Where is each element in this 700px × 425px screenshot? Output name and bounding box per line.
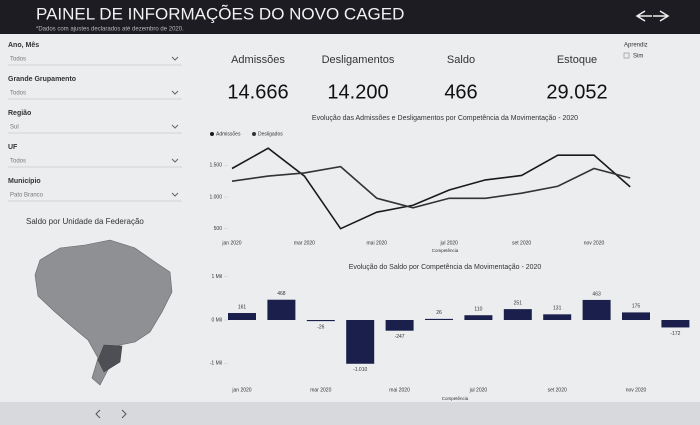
kpi-value: 14.200 (327, 81, 388, 103)
filter-label: Ano, Mês (8, 42, 39, 49)
bar (464, 315, 493, 320)
filter-value: Todos (10, 159, 26, 165)
bar (267, 299, 296, 320)
x-tick-label: set 2020 (548, 387, 567, 393)
map-title: Saldo por Unidade da Federação (26, 217, 144, 226)
filter-value: Sul (10, 125, 19, 131)
y-tick-label: 1.000 (209, 194, 222, 200)
x-tick-label: jul 2020 (469, 387, 488, 393)
aprendiz-label: Aprendiz (624, 43, 648, 49)
x-tick-label: nov 2020 (626, 387, 647, 393)
x-tick-label: mar 2020 (310, 387, 331, 393)
y-tick-label: 500 (214, 226, 223, 232)
page-nav[interactable] (95, 409, 127, 419)
south-region[interactable] (97, 344, 123, 373)
kpi-label: Estoque (557, 54, 597, 66)
data-label: 110 (474, 307, 482, 313)
bar (503, 309, 532, 320)
dropdown-arrow[interactable] (171, 158, 179, 163)
bar (306, 320, 335, 322)
legend-marker (210, 132, 214, 136)
kpi-label: Desligamentos (322, 54, 395, 66)
data-label: -247 (395, 334, 405, 340)
data-label: 131 (553, 306, 562, 312)
header-title: PAINEL DE INFORMAÇÕES DO NOVO CAGED (36, 4, 404, 23)
line-chart: Evolução das Admissões e Desligamentos p… (209, 115, 631, 253)
bar (346, 320, 375, 364)
data-label: 468 (277, 291, 286, 297)
x-tick-label: jan 2020 (221, 240, 241, 246)
filter-label: UF (8, 144, 18, 151)
dropdown-arrow[interactable] (171, 124, 179, 129)
series-line (231, 147, 631, 230)
filter-value: Todos (10, 57, 26, 63)
y-tick-label: 0 Mil (211, 317, 222, 323)
forward-arrow[interactable] (653, 10, 670, 22)
header-bar (0, 0, 700, 34)
data-label: 26 (436, 310, 442, 316)
bar (661, 320, 690, 328)
bar (622, 312, 650, 320)
filter-value: Todos (10, 91, 26, 97)
data-label: -1.010 (353, 367, 367, 373)
back-arrow[interactable] (635, 10, 652, 22)
brazil-map[interactable] (34, 239, 173, 386)
bar-chart: Evolução do Saldo por Competência da Mov… (210, 264, 690, 401)
filter-label: Região (8, 110, 31, 117)
legend-label: Desligados (258, 131, 283, 137)
y-tick-label: 1.500 (209, 163, 222, 169)
data-label: 161 (238, 304, 247, 310)
data-label: 463 (592, 291, 601, 297)
data-label: 175 (632, 304, 641, 310)
x-tick-label: jan 2020 (231, 387, 251, 393)
x-tick-label: mai 2020 (389, 387, 410, 393)
chart-title: Evolução do Saldo por Competência da Mov… (349, 264, 542, 271)
dropdown-arrow[interactable] (171, 90, 179, 95)
dropdown-arrow[interactable] (171, 56, 179, 61)
bar (582, 299, 611, 320)
kpi-value: 29.052 (546, 81, 607, 103)
filter-panel: Ano, Mês Todos Grande Grupamento Todos Regiã… (8, 42, 182, 202)
dropdown-arrow[interactable] (171, 192, 179, 197)
legend-marker (252, 132, 256, 136)
y-tick-label: 1 Mil (211, 274, 222, 280)
header-subtitle: *Dados com ajustes declarados até dezemb… (36, 27, 184, 33)
data-label: 251 (514, 300, 523, 306)
kpi-label: Admissões (231, 54, 285, 66)
x-tick-label: nov 2020 (584, 240, 605, 246)
bar (543, 314, 572, 320)
x-tick-label: jul 2020 (439, 240, 458, 246)
x-tick-label: mar 2020 (294, 240, 315, 246)
bar (385, 320, 414, 331)
kpi-row: Admissões 14.666 Desligamentos 14.200 Saldo 4… (227, 54, 607, 103)
y-tick-label: -1 Mil (210, 361, 222, 367)
bar (228, 313, 256, 320)
kpi-label: Saldo (447, 54, 475, 66)
kpi-value: 14.666 (227, 81, 288, 103)
legend-label: Admissões (216, 131, 241, 137)
x-tick-label: mai 2020 (367, 240, 388, 246)
chart-title: Evolução das Admissões e Desligamentos p… (312, 115, 578, 122)
x-axis-label: Competência (432, 248, 459, 253)
x-tick-label: set 2020 (512, 240, 531, 246)
kpi-value: 466 (444, 81, 477, 103)
data-label: -172 (670, 331, 680, 337)
data-label: -26 (317, 324, 324, 330)
filter-label: Grande Grupamento (8, 76, 76, 83)
filter-value: Pato Branco (10, 193, 44, 199)
aprendiz-option: Sim (633, 54, 643, 60)
filter-label: Município (8, 178, 41, 185)
taskbar (0, 402, 700, 425)
aprendiz-checkbox[interactable] (623, 52, 630, 59)
x-axis-label: Competência (442, 396, 469, 401)
bar (425, 318, 453, 320)
series-line (231, 165, 631, 209)
